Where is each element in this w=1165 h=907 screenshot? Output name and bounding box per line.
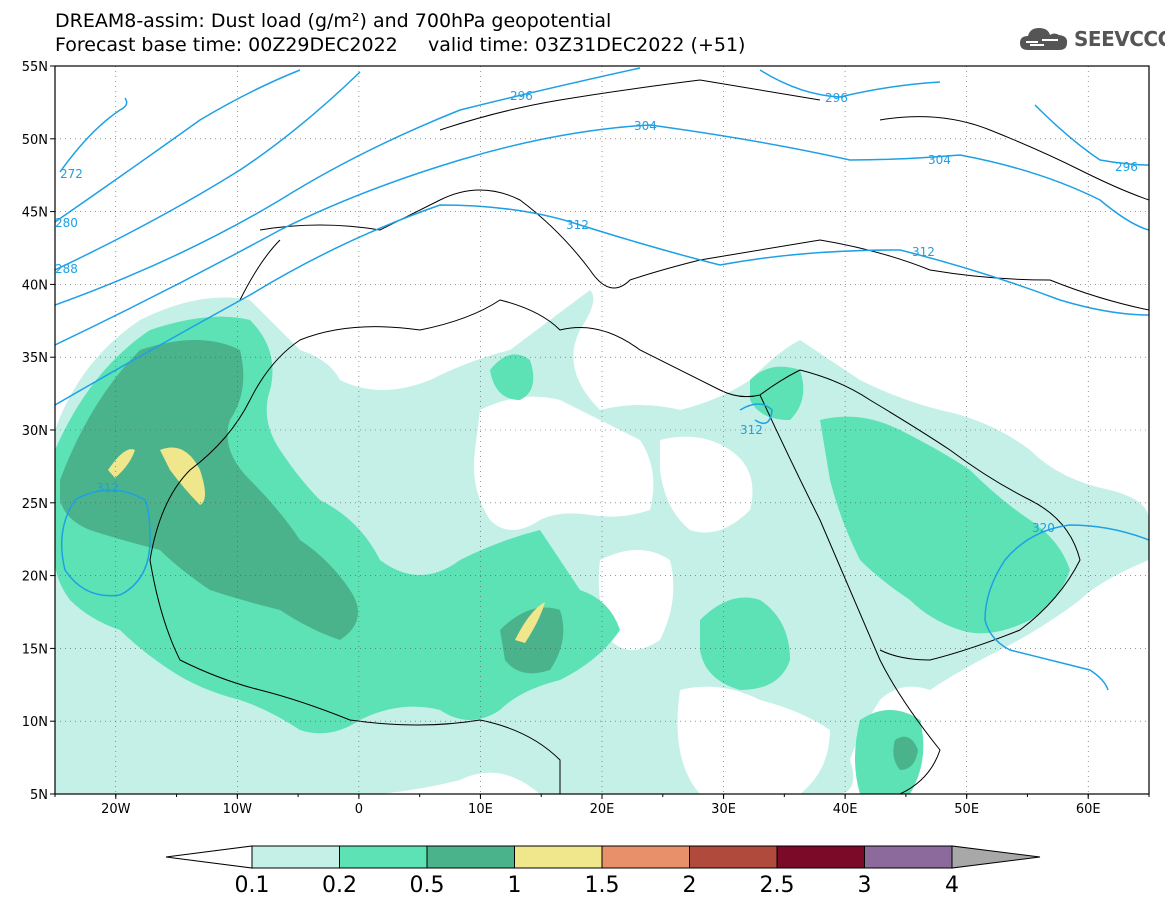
colorbar-label: 0.5 <box>410 873 445 898</box>
colorbar-high-extension <box>951 845 1041 869</box>
lon-tick-label: 0 <box>355 802 363 817</box>
contour-280 <box>55 69 301 223</box>
colorbar-label: 0.1 <box>235 873 270 898</box>
lon-tick-label: 20W <box>101 802 131 817</box>
lon-tick-label: 10W <box>223 802 253 817</box>
dust-field-dark-horn <box>893 736 918 770</box>
lat-tick-label: 55N <box>22 60 48 75</box>
lat-tick-label: 45N <box>22 206 48 221</box>
lat-tick-label: 15N <box>22 642 48 657</box>
contour-label: 304 <box>928 153 951 167</box>
contour-296-west <box>55 67 641 306</box>
contour-296-far-east <box>1034 104 1149 166</box>
contour-label: 312 <box>740 423 763 437</box>
geopotential-contours <box>55 67 1149 691</box>
contour-label: 320 <box>1032 521 1055 535</box>
colorbar-swatch <box>251 845 340 869</box>
dust-field-medium-sudan <box>700 597 790 690</box>
lat-tick-label: 10N <box>22 715 48 730</box>
colorbar-swatch <box>864 845 953 869</box>
dust-field-medium-levant <box>750 366 804 420</box>
colorbar-label: 1.5 <box>585 873 620 898</box>
dust-field-medium-arabia <box>820 416 1070 634</box>
dust-field-dark-chad <box>500 607 564 674</box>
colorbar-label: 0.2 <box>322 873 357 898</box>
colorbar-swatch <box>601 845 690 869</box>
dust-field-high-chad <box>515 602 545 643</box>
dust-field-gap-libya <box>660 436 753 533</box>
dust-field-medium-horn <box>855 710 924 794</box>
dust-field-gap-ethiopia <box>677 686 830 794</box>
cloud-icon <box>1020 28 1068 50</box>
colorbar: 0.1 0.2 0.5 1 1.5 2 2.5 3 4 <box>165 845 1041 898</box>
logo-text: SEEVCCC <box>1074 27 1165 51</box>
colorbar-swatch <box>776 845 865 869</box>
lat-tick-label: 25N <box>22 497 48 512</box>
dust-field-high-morocco <box>160 447 205 505</box>
lon-tick-label: 50E <box>954 802 979 817</box>
title-line-1: DREAM8-assim: Dust load (g/m²) and 700hP… <box>55 10 612 32</box>
contour-320 <box>984 524 1149 691</box>
colorbar-swatch <box>426 845 515 869</box>
contour-label: 288 <box>55 262 78 276</box>
lon-tick-label: 40E <box>833 802 858 817</box>
colorbar-swatch <box>339 845 428 869</box>
title-line-2: Forecast base time: 00Z29DEC2022 valid t… <box>55 34 746 56</box>
colorbar-label: 2 <box>683 873 697 898</box>
lon-tick-label: 10E <box>468 802 493 817</box>
contour-312-west-cell <box>60 489 151 597</box>
colorbar-swatch <box>514 845 603 869</box>
lat-tick-label: 40N <box>22 278 48 293</box>
contour-312-sinai <box>739 403 773 425</box>
colorbar-label: 4 <box>945 873 959 898</box>
colorbar-label: 3 <box>858 873 872 898</box>
colorbar-label: 2.5 <box>760 873 795 898</box>
contour-label: 312 <box>96 481 119 495</box>
lon-tick-label: 30E <box>711 802 736 817</box>
lat-tick-label: 35N <box>22 351 48 366</box>
dust-field-dark-west <box>60 340 358 640</box>
dust-field-medium-tunisia <box>490 354 534 400</box>
lat-tick-label: 30N <box>22 424 48 439</box>
contour-label: 304 <box>634 119 657 133</box>
contour-labels: 272 280 288 296 296 304 304 312 312 312 … <box>55 89 1138 535</box>
contour-304 <box>55 124 1149 346</box>
lon-tick-label: 60E <box>1076 802 1101 817</box>
colorbar-label: 1 <box>508 873 522 898</box>
contour-label: 272 <box>60 167 83 181</box>
contour-272 <box>59 97 128 173</box>
contour-label: 312 <box>912 245 935 259</box>
contour-label: 312 <box>566 218 589 232</box>
lon-tick-label: 20E <box>590 802 615 817</box>
colorbar-swatch <box>689 845 778 869</box>
contour-label: 296 <box>510 89 533 103</box>
dust-field-gap-sahara <box>474 396 654 530</box>
lat-tick-label: 5N <box>30 788 48 803</box>
dust-field-high-canary <box>108 449 135 478</box>
longitude-axis: 20W 10W 0 10E 20E 30E 40E 50E 60E <box>54 794 1150 817</box>
contour-288 <box>55 71 361 271</box>
contour-label: 296 <box>1115 160 1138 174</box>
lat-tick-label: 50N <box>22 133 48 148</box>
contour-label: 296 <box>825 91 848 105</box>
contour-296-east <box>759 69 941 98</box>
seevccc-logo: SEEVCCC <box>1018 24 1165 54</box>
coastlines <box>149 79 1149 794</box>
lat-tick-label: 20N <box>22 570 48 585</box>
colorbar-low-extension <box>165 845 253 869</box>
contour-label: 280 <box>55 216 78 230</box>
latitude-axis: 55N 50N 45N 40N 35N 30N 25N 20N 15N 10N 5N <box>22 60 55 803</box>
contour-312 <box>55 204 1149 406</box>
